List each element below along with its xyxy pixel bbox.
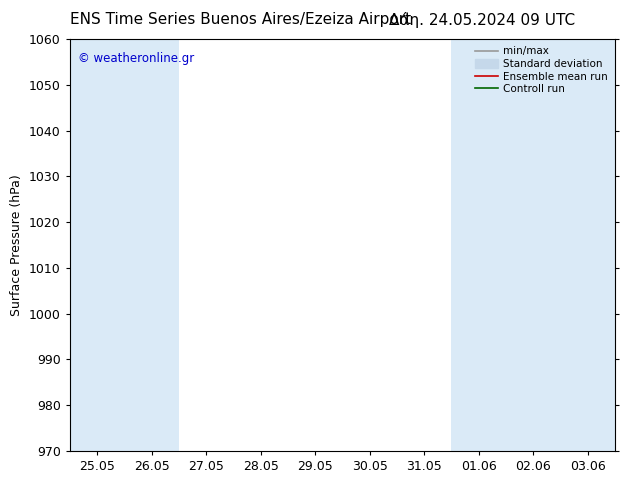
Text: Δάη. 24.05.2024 09 UTC: Δάη. 24.05.2024 09 UTC <box>389 12 575 28</box>
Text: ENS Time Series Buenos Aires/Ezeiza Airport: ENS Time Series Buenos Aires/Ezeiza Airp… <box>70 12 411 27</box>
Bar <box>560 39 615 451</box>
Bar <box>70 39 124 451</box>
Bar <box>124 39 179 451</box>
Bar <box>451 39 506 451</box>
Y-axis label: Surface Pressure (hPa): Surface Pressure (hPa) <box>10 174 23 316</box>
Text: © weatheronline.gr: © weatheronline.gr <box>78 51 194 65</box>
Bar <box>506 39 560 451</box>
Legend: min/max, Standard deviation, Ensemble mean run, Controll run: min/max, Standard deviation, Ensemble me… <box>473 45 610 97</box>
